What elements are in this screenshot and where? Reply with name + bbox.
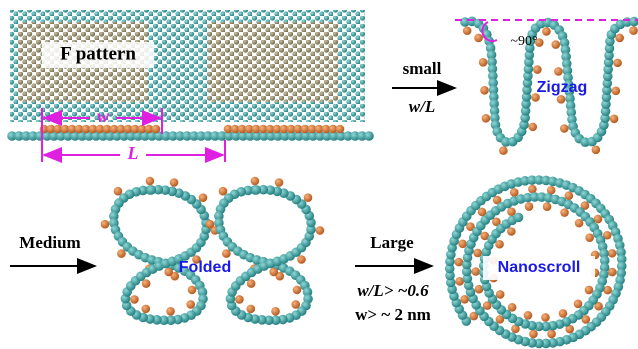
orange-atom — [533, 65, 542, 74]
l-label: L — [127, 143, 139, 163]
orange-atom — [585, 233, 594, 242]
orange-atom — [188, 286, 197, 295]
orange-atom — [541, 313, 550, 322]
orange-atom — [293, 286, 302, 295]
orange-atom — [463, 26, 472, 35]
orange-atom — [130, 295, 139, 304]
orange-atom — [594, 215, 603, 224]
atom — [364, 131, 374, 141]
orange-atom — [543, 202, 552, 211]
orange-atom — [235, 295, 244, 304]
atom — [252, 185, 262, 195]
atom — [514, 213, 524, 223]
orange-atom — [275, 178, 284, 187]
orange-atom — [613, 59, 622, 68]
orange-atom — [629, 26, 638, 35]
orange-atom — [495, 240, 504, 249]
orange-atom — [316, 226, 325, 235]
nanoscroll-label: Nanoscroll — [498, 259, 581, 276]
orange-atom — [455, 258, 464, 267]
orange-atom — [529, 330, 538, 339]
orange-atom — [610, 114, 619, 123]
orange-atom — [525, 202, 534, 211]
orange-atom — [458, 240, 467, 249]
orange-atom — [603, 286, 612, 295]
orange-atom — [479, 58, 488, 67]
width-condition: w> ~ 2 nm — [355, 305, 431, 324]
angle-label: ~90° — [510, 34, 537, 49]
orange-atom — [547, 330, 556, 339]
orange-atom — [499, 146, 508, 155]
orange-atom — [612, 87, 621, 96]
orange-atom — [460, 295, 469, 304]
orange-atom — [557, 95, 566, 104]
orange-atom — [480, 86, 489, 95]
orange-atom — [142, 279, 151, 288]
orange-atom — [297, 255, 306, 264]
zigzag-label: Zigzag — [537, 79, 588, 96]
condition: small — [403, 59, 442, 78]
orange-atom — [551, 40, 560, 49]
orange-atom — [585, 286, 594, 295]
sheet-label: F pattern — [60, 43, 136, 64]
orange-atom — [152, 125, 161, 134]
orange-atom — [508, 303, 517, 312]
orange-atom — [528, 185, 537, 194]
orange-atom — [246, 305, 255, 314]
orange-atom — [101, 220, 110, 229]
f-pattern-region — [208, 22, 338, 102]
atom — [147, 185, 157, 195]
orange-atom — [336, 125, 345, 134]
condition: Large — [370, 233, 414, 252]
ratio: w/L — [409, 97, 435, 116]
orange-atom — [559, 309, 568, 318]
orange-atom — [170, 178, 179, 187]
orange-atom — [608, 249, 617, 258]
orange-atom — [471, 267, 480, 276]
orange-atom — [141, 305, 150, 314]
orange-atom — [560, 124, 569, 133]
orange-atom — [146, 177, 155, 186]
folded-label: Folded — [179, 259, 231, 276]
orange-atom — [473, 249, 482, 258]
orange-atom — [474, 34, 483, 43]
orange-atom — [510, 188, 519, 197]
orange-atom — [166, 307, 175, 316]
orange-atom — [482, 114, 491, 123]
orange-atom — [251, 177, 260, 186]
orange-atom — [524, 311, 533, 320]
orange-atom — [608, 268, 617, 277]
figure: F pattern w L small w/L ~90° Medium Larg… — [0, 0, 638, 349]
condition: Medium — [19, 233, 80, 252]
w-label: w — [97, 106, 110, 126]
orange-atom — [554, 67, 563, 76]
orange-atom — [247, 279, 256, 288]
orange-atom — [542, 27, 551, 36]
orange-atom — [206, 220, 215, 229]
orange-atom — [615, 34, 624, 43]
orange-atom — [269, 268, 278, 277]
orange-atom — [507, 227, 516, 236]
orange-atom — [560, 208, 569, 217]
ratio-condition: w/L> ~0.6 — [357, 281, 429, 300]
orange-atom — [496, 290, 505, 299]
orange-atom — [164, 268, 173, 277]
orange-atom — [271, 307, 280, 316]
orange-atom — [592, 145, 601, 154]
orange-atom — [528, 123, 537, 132]
orange-atom — [507, 207, 516, 216]
